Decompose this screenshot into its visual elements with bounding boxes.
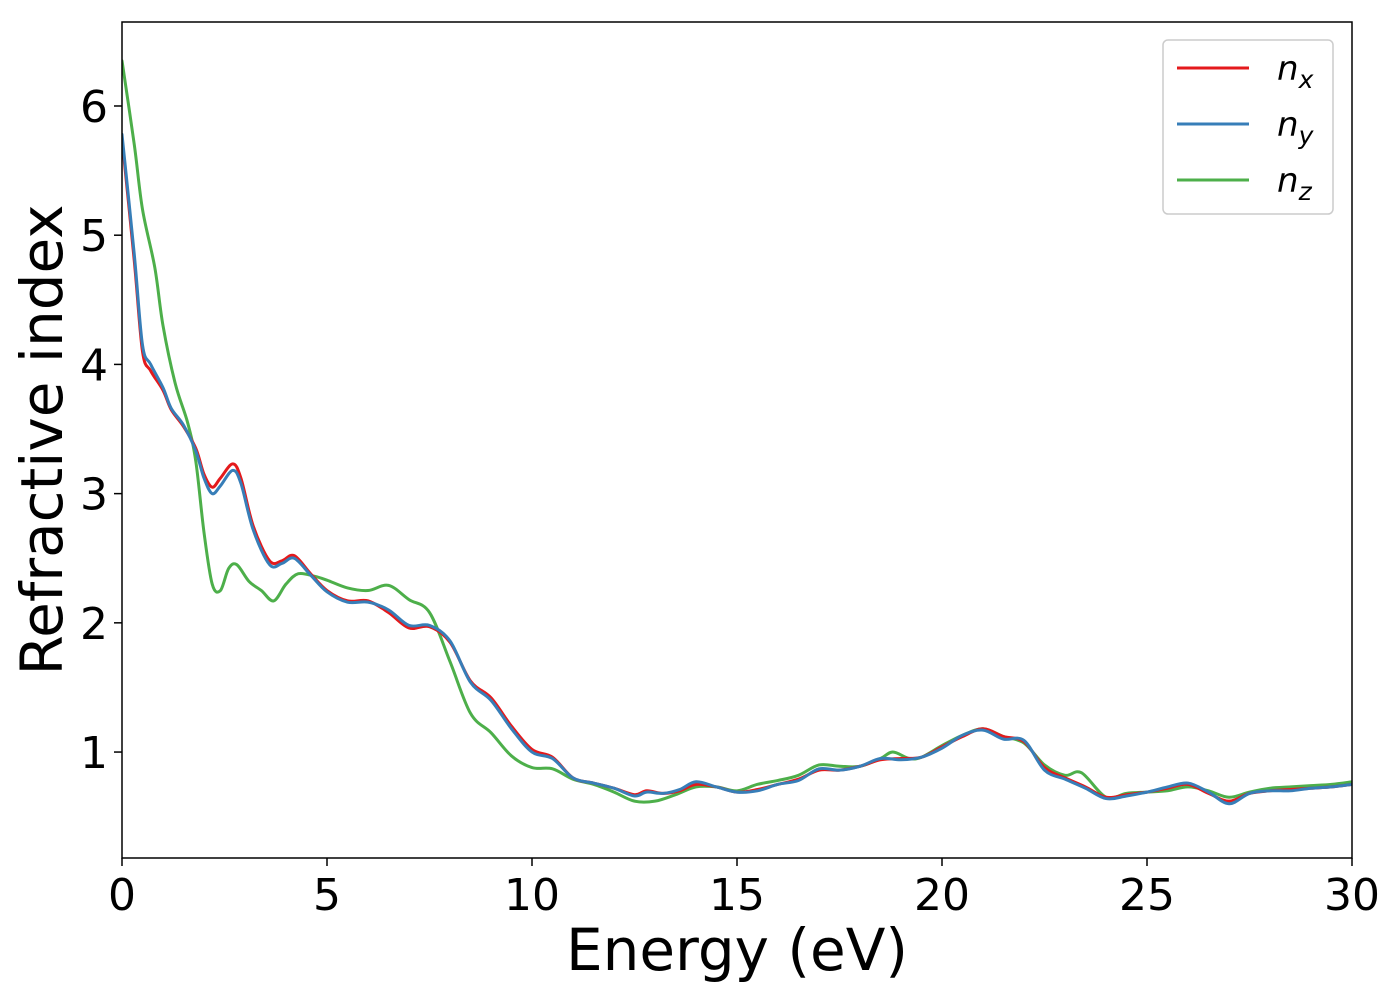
legend-label-subscript: y [1298,121,1315,150]
legend-label-main: n [1277,49,1299,89]
x-tick-label: 15 [709,870,765,921]
x-tick-label: 25 [1119,870,1175,921]
x-tick-label: 5 [313,870,341,921]
legend-label-main: n [1277,105,1299,145]
legend-label-subscript: z [1298,177,1313,206]
x-tick-label: 0 [108,870,136,921]
y-tick-label: 2 [80,599,108,650]
plot-area [121,21,1353,859]
plot-background [122,22,1352,858]
series-lines [122,59,1352,806]
series-line-y [122,132,1352,806]
legend-label-z: nz [1277,161,1313,206]
x-axis-label: Energy (eV) [566,916,908,984]
y-tick-label: 5 [80,211,108,262]
y-tick-label: 3 [80,470,108,521]
y-axis-label: Refractive index [8,204,76,675]
x-tick-label: 20 [914,870,970,921]
legend-label-y: ny [1277,105,1315,150]
x-tick-label: 10 [504,870,560,921]
y-axis-ticks: 1 2 3 4 5 6 [80,82,122,779]
y-tick-label: 6 [80,82,108,133]
legend-label-x: nx [1277,49,1314,94]
y-tick-label: 4 [80,340,108,391]
x-axis-ticks: 0 5 10 15 20 25 30 [108,858,1380,921]
legend-box [1162,39,1334,215]
y-tick-label: 1 [80,728,108,779]
legend-label-main: n [1277,161,1299,201]
x-tick-label: 30 [1324,870,1380,921]
legend-label-subscript: x [1298,65,1314,94]
